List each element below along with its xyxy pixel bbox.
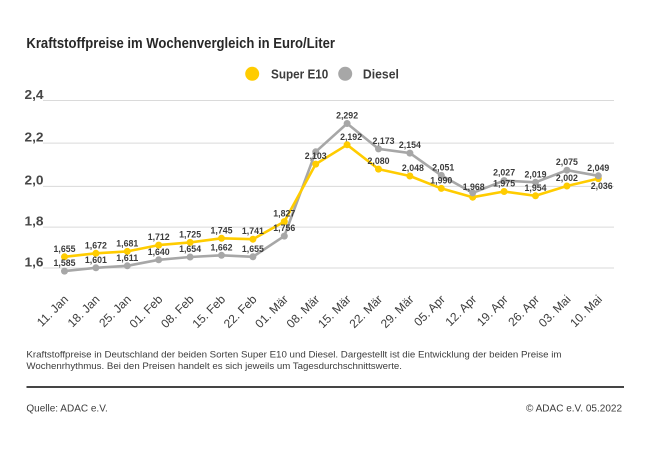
svg-text:1,827: 1,827 bbox=[273, 209, 295, 220]
svg-text:1,968: 1,968 bbox=[463, 182, 486, 193]
svg-text:1,6: 1,6 bbox=[25, 254, 44, 269]
svg-text:2,4: 2,4 bbox=[25, 87, 45, 102]
svg-text:Super E10: Super E10 bbox=[271, 68, 328, 82]
svg-text:Kraftstoffpreise in Deutschlan: Kraftstoffpreise in Deutschland der beid… bbox=[26, 349, 561, 360]
svg-text:1,954: 1,954 bbox=[525, 183, 548, 194]
svg-text:1,662: 1,662 bbox=[211, 242, 233, 253]
svg-text:2,049: 2,049 bbox=[587, 163, 609, 174]
svg-text:1,640: 1,640 bbox=[148, 247, 170, 258]
svg-text:1,611: 1,611 bbox=[116, 253, 139, 264]
svg-text:Kraftstoffpreise im Wochenverg: Kraftstoffpreise im Wochenvergleich in E… bbox=[26, 36, 335, 52]
svg-text:2,154: 2,154 bbox=[399, 140, 422, 151]
svg-text:2,192: 2,192 bbox=[340, 132, 362, 143]
svg-text:2,051: 2,051 bbox=[432, 162, 455, 173]
svg-text:2,019: 2,019 bbox=[525, 169, 547, 180]
svg-text:2,036: 2,036 bbox=[591, 181, 613, 192]
svg-text:1,655: 1,655 bbox=[54, 244, 77, 255]
svg-text:© ADAC e.V. 05.2022: © ADAC e.V. 05.2022 bbox=[526, 403, 622, 414]
svg-text:1,975: 1,975 bbox=[493, 179, 516, 190]
svg-text:2,0: 2,0 bbox=[25, 173, 44, 188]
svg-text:1,655: 1,655 bbox=[242, 244, 265, 255]
svg-text:2,2: 2,2 bbox=[25, 129, 44, 144]
svg-text:1,756: 1,756 bbox=[273, 223, 295, 234]
svg-text:2,075: 2,075 bbox=[556, 157, 579, 168]
svg-text:Wochenrhythmus. Bei den Preise: Wochenrhythmus. Bei den Preisen handelt … bbox=[26, 361, 402, 372]
svg-text:2,173: 2,173 bbox=[373, 136, 395, 147]
svg-text:1,8: 1,8 bbox=[25, 213, 44, 228]
svg-text:1,672: 1,672 bbox=[85, 240, 107, 251]
svg-text:1,990: 1,990 bbox=[430, 175, 452, 186]
svg-text:1,585: 1,585 bbox=[54, 258, 77, 269]
svg-text:2,292: 2,292 bbox=[336, 111, 358, 122]
svg-text:1,654: 1,654 bbox=[179, 244, 202, 255]
svg-text:2,027: 2,027 bbox=[493, 168, 515, 179]
svg-text:2,048: 2,048 bbox=[402, 163, 425, 174]
svg-text:1,745: 1,745 bbox=[211, 225, 234, 236]
svg-text:2,103: 2,103 bbox=[305, 151, 327, 162]
svg-text:1,712: 1,712 bbox=[148, 232, 170, 243]
svg-text:2,002: 2,002 bbox=[556, 173, 578, 184]
svg-text:1,741: 1,741 bbox=[242, 226, 265, 237]
svg-text:Quelle: ADAC e.V.: Quelle: ADAC e.V. bbox=[26, 403, 107, 414]
svg-text:1,681: 1,681 bbox=[116, 238, 139, 249]
svg-text:Diesel: Diesel bbox=[363, 68, 399, 82]
svg-text:1,601: 1,601 bbox=[85, 255, 108, 266]
svg-text:2,080: 2,080 bbox=[368, 156, 390, 167]
svg-text:1,725: 1,725 bbox=[179, 229, 202, 240]
